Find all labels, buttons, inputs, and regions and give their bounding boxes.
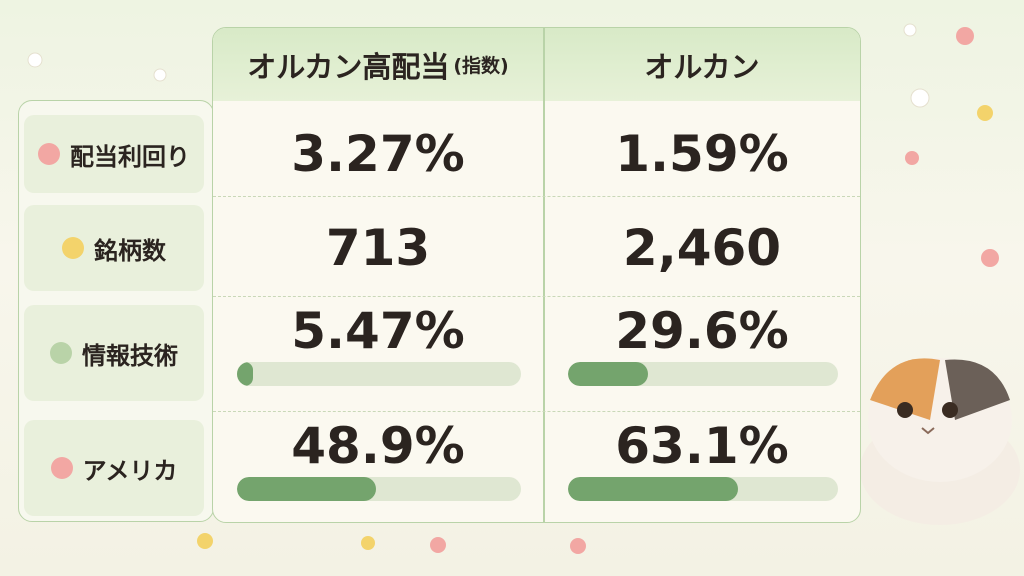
column-note: (指数) <box>453 55 509 77</box>
cell-value: 29.6% <box>615 302 789 360</box>
row-separator <box>213 196 860 197</box>
row-label: 銘柄数 <box>24 205 204 291</box>
column-header: オルカン高配当 (指数) <box>213 28 543 101</box>
cat <box>860 358 1020 525</box>
cell-value: 713 <box>325 219 431 277</box>
column-separator <box>543 28 545 522</box>
row-label-text: 情報技術 <box>82 341 178 370</box>
bar-track <box>568 477 838 501</box>
bar <box>237 477 376 501</box>
row-icon <box>50 457 73 479</box>
row-label-text: アメリカ <box>82 456 178 485</box>
row-icon <box>38 143 60 165</box>
bar-track <box>237 477 521 501</box>
row-separator <box>213 296 860 297</box>
bar <box>568 362 648 386</box>
column-title: オルカン高配当 <box>247 49 450 84</box>
row-label-text: 銘柄数 <box>94 236 166 265</box>
cell-value: 63.1% <box>615 417 789 475</box>
cell-value: 48.9% <box>291 417 465 475</box>
header-band <box>213 28 860 101</box>
bar-track <box>568 362 838 386</box>
cell-value: 2,460 <box>622 219 782 277</box>
cell-value: 1.59% <box>615 125 789 183</box>
table: オルカン高配当 (指数) オルカン 3.27% 1.59% 713 2,460 5.47%… <box>212 27 861 523</box>
row-separator <box>213 411 860 412</box>
row-label: 配当利回り <box>24 115 204 193</box>
row-label: アメリカ <box>24 420 204 516</box>
row-icon <box>62 237 84 259</box>
column-title: オルカン <box>644 49 760 84</box>
row-icon <box>50 342 72 364</box>
row-label: 情報技術 <box>24 305 204 401</box>
column-header: オルカン <box>544 28 860 101</box>
row-label-text: 配当利回り <box>70 142 190 171</box>
bar <box>568 477 739 501</box>
cell-value: 3.27% <box>291 125 465 183</box>
cell-value: 5.47% <box>291 302 465 360</box>
bar-track <box>237 362 521 386</box>
bar <box>237 362 253 386</box>
